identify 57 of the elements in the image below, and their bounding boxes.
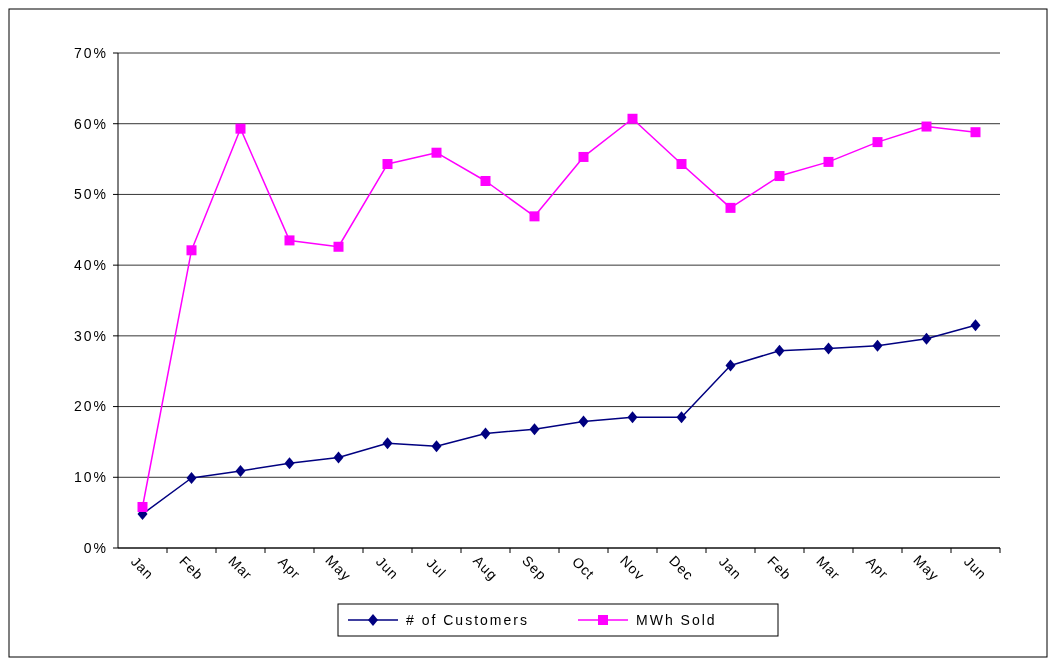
point: [333, 451, 344, 464]
legend-label: # of Customers: [406, 611, 529, 628]
y-tick-label: 40%: [73, 257, 108, 274]
x-tick-label: Jul: [423, 554, 450, 581]
x-tick-label: Mar: [225, 552, 256, 584]
y-tick-label: 20%: [73, 398, 108, 415]
x-tick-label: Apr: [275, 553, 304, 583]
point: [431, 147, 442, 158]
x-tick-label: Jun: [960, 553, 991, 583]
point: [725, 202, 736, 213]
point: [578, 151, 589, 162]
point: [921, 121, 932, 132]
point: [970, 319, 981, 332]
point: [186, 245, 197, 256]
point: [823, 342, 834, 355]
y-tick-label: 30%: [73, 327, 108, 344]
y-tick-label: 0%: [83, 539, 108, 556]
point: [235, 464, 246, 477]
y-tick-label: 70%: [73, 44, 108, 61]
x-tick-label: Mar: [813, 552, 844, 584]
point: [970, 127, 981, 138]
point: [529, 423, 540, 436]
point: [872, 137, 883, 148]
point: [382, 159, 393, 170]
point: [284, 457, 295, 470]
point: [480, 175, 491, 186]
x-tick-label: Oct: [569, 553, 598, 583]
point: [431, 440, 442, 453]
point: [529, 211, 540, 222]
point: [676, 159, 687, 170]
x-tick-label: Feb: [176, 552, 207, 584]
point: [627, 411, 638, 424]
y-tick-label: 10%: [73, 469, 108, 486]
point: [235, 123, 246, 134]
x-tick-label: Feb: [764, 552, 795, 584]
point: [774, 344, 785, 357]
point: [872, 339, 883, 352]
point: [333, 241, 344, 252]
point: [480, 427, 491, 440]
x-tick-label: Jan: [715, 553, 746, 583]
point: [382, 437, 393, 450]
point: [725, 359, 736, 372]
point: [186, 471, 197, 484]
legend-label: MWh Sold: [636, 611, 717, 628]
point: [921, 332, 932, 345]
y-tick-label: 50%: [73, 186, 108, 203]
point: [823, 156, 834, 167]
y-tick-label: 60%: [73, 115, 108, 132]
point: [676, 411, 687, 424]
point: [578, 415, 589, 428]
point: [137, 501, 148, 512]
point: [627, 113, 638, 124]
x-tick-label: Jan: [127, 553, 158, 583]
point: [284, 235, 295, 246]
point: [774, 171, 785, 182]
x-tick-label: Jun: [372, 553, 403, 583]
x-tick-label: Apr: [863, 553, 892, 583]
